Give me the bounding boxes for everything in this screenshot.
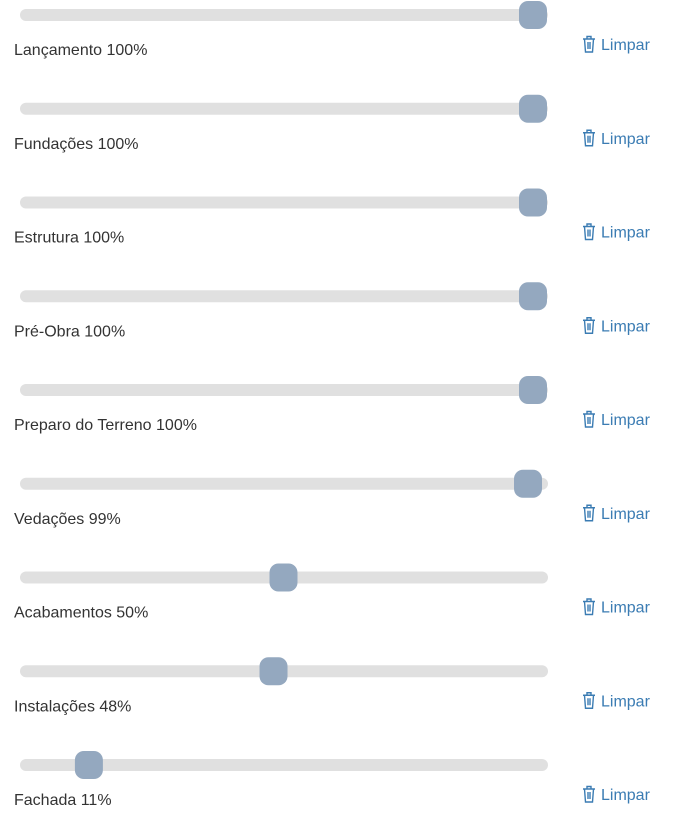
- trash-icon: [583, 692, 595, 709]
- clear-label: Limpar: [601, 787, 651, 804]
- slider-track: [20, 759, 548, 771]
- trash-icon: [583, 129, 595, 147]
- clear-label: Limpar: [601, 37, 651, 54]
- slider-thumb[interactable]: [259, 657, 288, 686]
- slider-track: [20, 477, 548, 490]
- slider-row: Instalações 48% Limpar: [14, 657, 651, 715]
- slider-thumb[interactable]: [74, 751, 103, 779]
- trash-icon: [583, 410, 595, 428]
- clear-button[interactable]: Limpar: [583, 410, 651, 430]
- clear-label: Limpar: [601, 318, 651, 335]
- clear-button[interactable]: Limpar: [583, 504, 651, 523]
- slider-label: Pré-Obra 100%: [14, 323, 125, 340]
- clear-label: Limpar: [601, 506, 651, 523]
- clear-button[interactable]: Limpar: [583, 692, 651, 711]
- slider-thumb[interactable]: [519, 1, 547, 29]
- slider-thumb[interactable]: [519, 376, 547, 404]
- trash-icon: [583, 504, 595, 522]
- clear-label: Limpar: [601, 131, 651, 148]
- clear-label: Limpar: [601, 225, 651, 242]
- slider-track: [20, 384, 548, 396]
- trash-icon: [583, 598, 595, 616]
- slider-label: Acabamentos 50%: [14, 605, 148, 622]
- slider-track: [20, 9, 548, 21]
- slider-track: [20, 102, 548, 115]
- clear-label: Limpar: [601, 693, 651, 710]
- slider-label: Estrutura 100%: [14, 230, 124, 247]
- clear-button[interactable]: Limpar: [583, 785, 651, 805]
- clear-label: Limpar: [601, 600, 651, 617]
- slider-row: Acabamentos 50% Limpar: [14, 563, 651, 622]
- trash-icon: [583, 223, 595, 241]
- slider-row: Fundações 100% Limpar: [14, 94, 651, 153]
- slider-row: Lançamento 100% Limpar: [14, 1, 651, 59]
- slider-label: Lançamento 100%: [14, 42, 147, 59]
- trash-icon: [583, 317, 595, 334]
- clear-button[interactable]: Limpar: [583, 223, 651, 242]
- slider-thumb[interactable]: [269, 563, 298, 592]
- slider-row: Preparo do Terreno 100% Limpar: [14, 376, 651, 434]
- slider-thumb[interactable]: [519, 94, 547, 123]
- slider-label: Fachada 11%: [14, 792, 112, 809]
- clear-button[interactable]: Limpar: [583, 35, 651, 55]
- slider-thumb[interactable]: [519, 282, 547, 311]
- slider-label: Instalações 48%: [14, 698, 131, 715]
- slider-row: Estrutura 100% Limpar: [14, 188, 651, 247]
- slider-row: Fachada 11% Limpar: [14, 751, 651, 809]
- slider-row: Vedações 99% Limpar: [14, 469, 651, 528]
- slider-label: Fundações 100%: [14, 136, 139, 153]
- slider-label: Vedações 99%: [14, 511, 121, 528]
- clear-button[interactable]: Limpar: [583, 129, 651, 148]
- clear-label: Limpar: [601, 412, 651, 429]
- slider-thumb[interactable]: [514, 469, 543, 498]
- trash-icon: [583, 35, 595, 53]
- trash-icon: [583, 785, 595, 803]
- slider-track: [20, 290, 548, 303]
- slider-label: Preparo do Terreno 100%: [14, 417, 197, 434]
- slider-row: Pré-Obra 100% Limpar: [14, 282, 651, 340]
- clear-button[interactable]: Limpar: [583, 317, 651, 336]
- clear-button[interactable]: Limpar: [583, 598, 651, 617]
- slider-track: [20, 196, 548, 209]
- slider-thumb[interactable]: [519, 188, 547, 217]
